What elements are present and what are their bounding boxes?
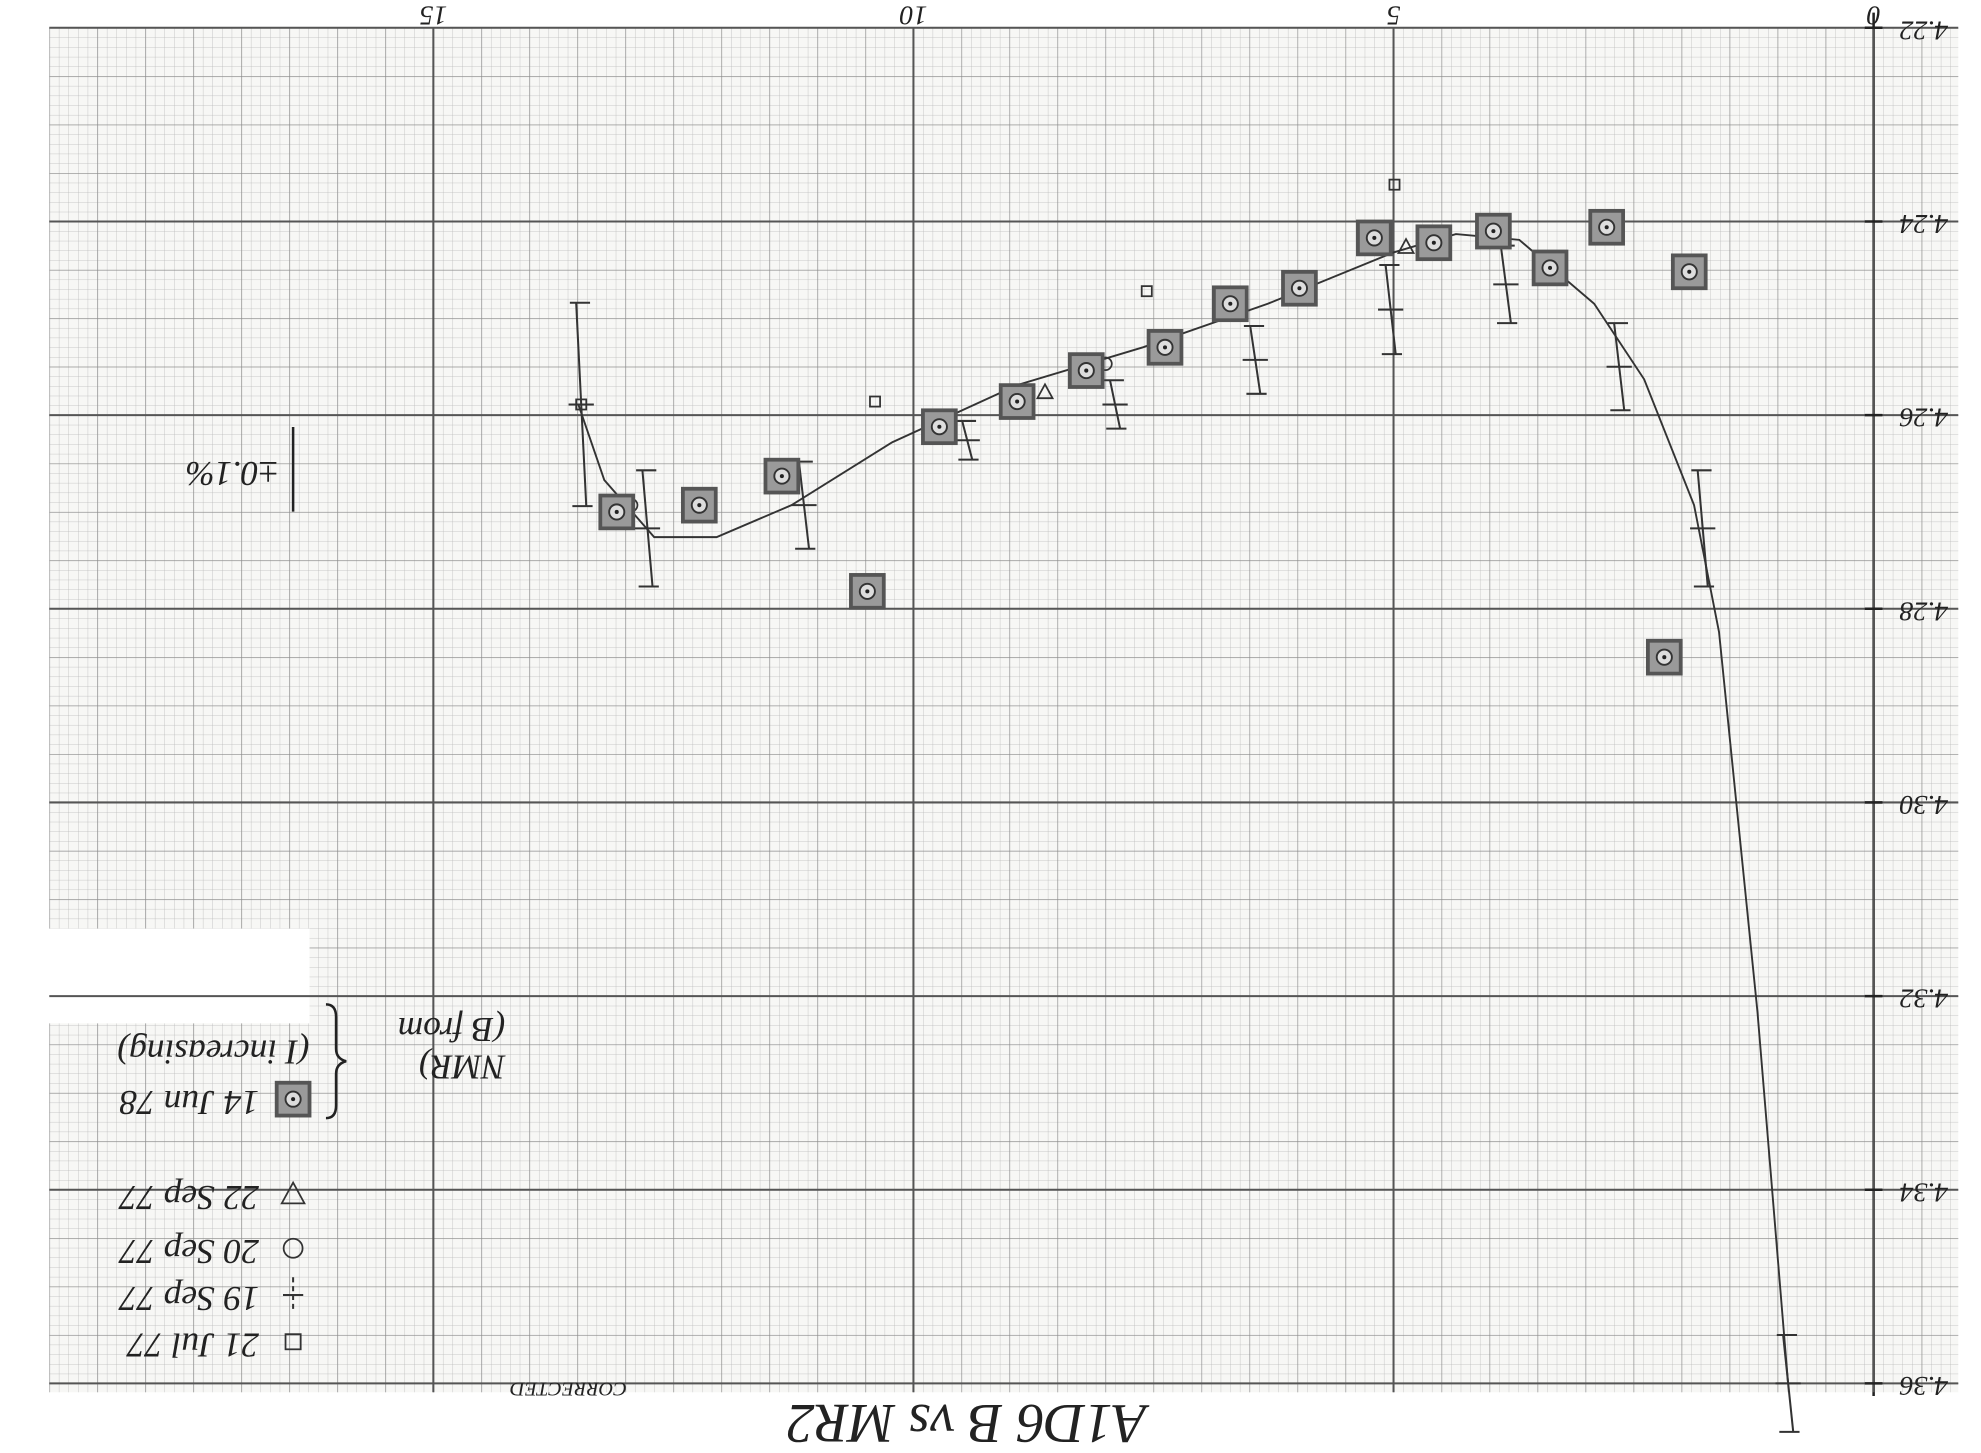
marker-boxed-circle [1070, 354, 1103, 387]
marker-dot [1548, 266, 1552, 270]
marker-boxed-circle [1149, 331, 1182, 364]
legend-bracket-label: NMR) [419, 1048, 506, 1088]
y-tick-label: 4.36 [1899, 1370, 1948, 1401]
chart: 0 5 10 15 4.22 4.24 4.26 4.28 4.30 4.32 4.34 4.36 21… [0, 0, 1981, 1453]
marker-dot [1015, 400, 1019, 404]
y-tick-label: 4.26 [1899, 402, 1948, 433]
marker-dot [291, 1097, 295, 1101]
marker-dot [1372, 236, 1376, 240]
marker-dot [780, 474, 784, 478]
graph-paper-mid [49, 28, 1958, 1392]
marker-boxed-circle [1648, 641, 1681, 674]
annotation: ±0.1% [185, 454, 278, 494]
legend-bracket-label: (B from [398, 1010, 506, 1050]
y-tick-label: 4.34 [1899, 1176, 1948, 1207]
marker-boxed-circle [1477, 215, 1510, 248]
legend-label: 14 Jun 78 [119, 1083, 259, 1123]
legend-label: 19 Sep 77 [118, 1279, 259, 1319]
marker-dot [1605, 225, 1609, 229]
x-tick-label: 5 [1386, 0, 1400, 30]
marker-dot [1084, 369, 1088, 373]
y-tick-label: 4.32 [1899, 983, 1948, 1014]
marker-boxed-circle [1283, 272, 1316, 305]
marker-dot [1163, 345, 1167, 349]
marker-boxed-circle [1673, 255, 1706, 288]
legend-note: (I increasing) [117, 1033, 309, 1073]
marker-dot [937, 425, 941, 429]
chart-title: A1D6 B vs MR2 [787, 1392, 1151, 1453]
y-tick-label: 4.22 [1899, 14, 1948, 45]
marker-dot [697, 503, 701, 507]
y-tick-label: 4.30 [1899, 789, 1948, 820]
marker-dot [1491, 229, 1495, 233]
marker-dot [1662, 655, 1666, 659]
x-tick-label: 10 [899, 0, 927, 30]
marker-dot [1228, 302, 1232, 306]
marker-boxed-circle [277, 1083, 310, 1116]
marker-dot [1432, 241, 1436, 245]
marker-boxed-circle [923, 410, 956, 443]
cover-patch [0, 929, 310, 1024]
chart-subtitle: CORRECTED [510, 1378, 627, 1400]
plot-root: 0 5 10 15 4.22 4.24 4.26 4.28 4.30 4.32 4.34 4.36 21… [0, 0, 1958, 1453]
marker-boxed-circle [851, 575, 884, 608]
marker-boxed-circle [600, 496, 633, 529]
x-tick-label: 15 [419, 0, 447, 30]
marker-boxed-circle [1417, 226, 1450, 259]
marker-boxed-circle [1358, 221, 1391, 254]
y-tick-label: 4.24 [1899, 208, 1948, 239]
marker-boxed-circle [1001, 385, 1034, 418]
marker-boxed-circle [683, 489, 716, 522]
legend-label: 21 Jul 77 [126, 1326, 259, 1366]
marker-dot [615, 510, 619, 514]
marker-boxed-circle [1214, 287, 1247, 320]
marker-boxed-circle [1590, 211, 1623, 244]
legend-label: 22 Sep 77 [118, 1178, 259, 1218]
marker-dot [1297, 286, 1301, 290]
y-tick-label: 4.28 [1899, 595, 1948, 626]
legend-label: 20 Sep 77 [118, 1232, 259, 1272]
marker-boxed-circle [765, 460, 798, 493]
marker-dot [865, 589, 869, 593]
marker-dot [1687, 270, 1691, 274]
marker-boxed-circle [1534, 252, 1567, 285]
x-tick-label: 0 [1867, 0, 1881, 30]
